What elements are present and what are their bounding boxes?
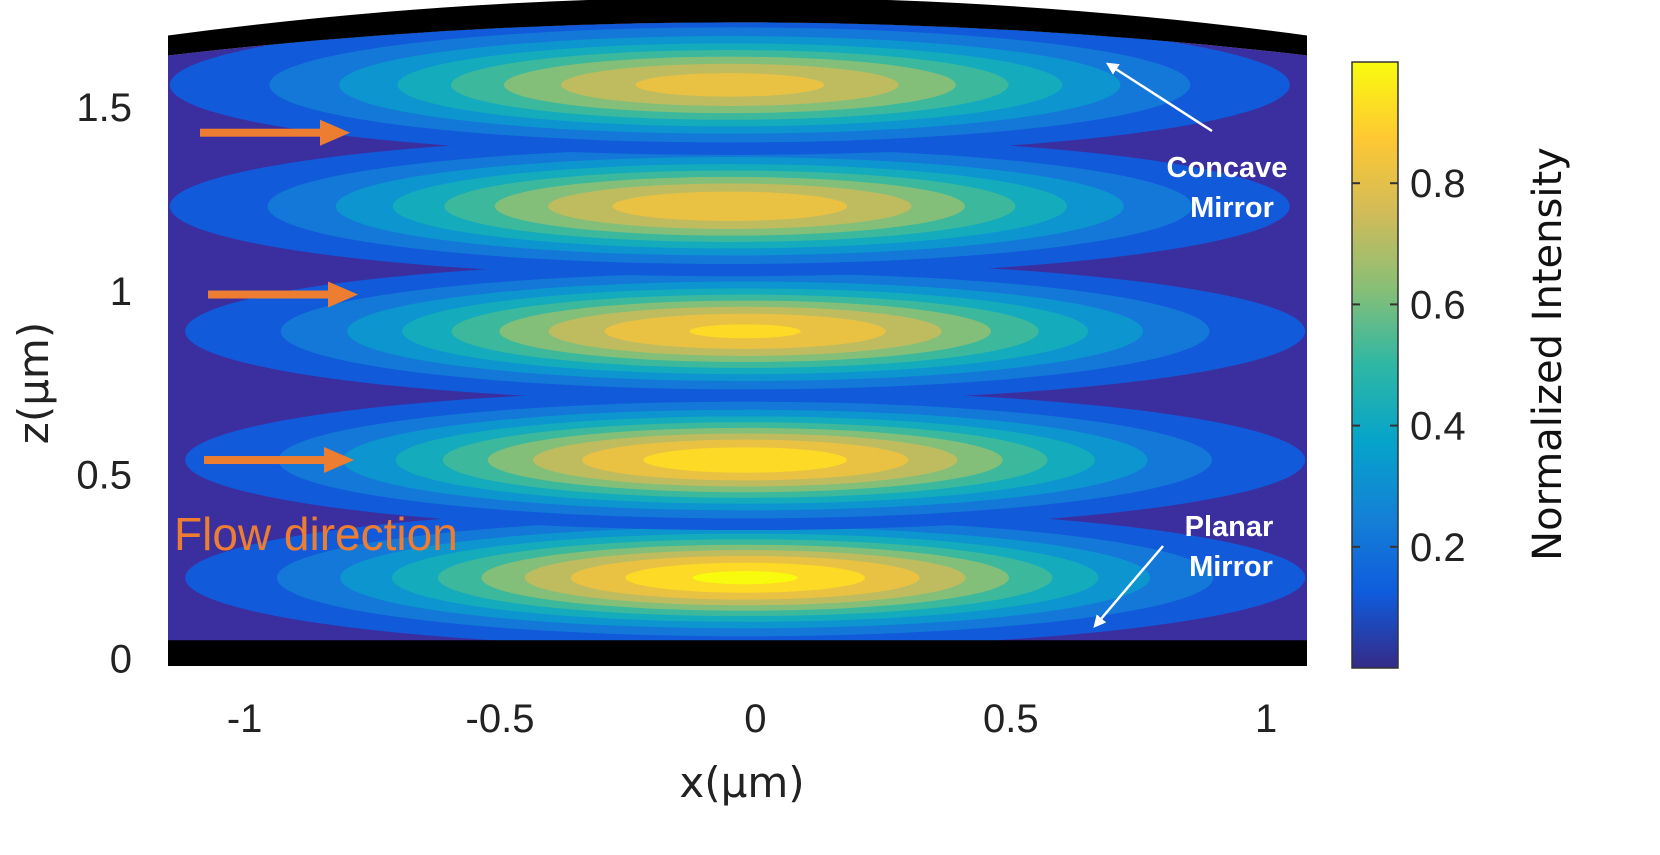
intensity-lobe (185, 507, 1306, 643)
colorbar-gradient (1351, 61, 1399, 669)
flow-arrow-head (328, 281, 358, 308)
intensity-contour (689, 324, 801, 339)
colorbar-label: Normalized Intensity (1525, 147, 1571, 561)
intensity-contour (643, 447, 847, 473)
planar-mirror-label-line1: Planar (1185, 511, 1274, 543)
x-axis-label: x(μm) (679, 758, 804, 807)
flow-arrow-head (320, 119, 350, 146)
intensity-lobe (185, 261, 1306, 402)
intensity-contour (692, 571, 798, 585)
heatmap (168, 0, 1307, 666)
y-tick-labels: 0 0.5 1 1.5 (76, 86, 132, 682)
planar-mirror-annotation: Planar Mirror (1093, 511, 1274, 628)
planar-mirror-label-line2: Mirror (1189, 551, 1273, 583)
intensity-lobes (169, 22, 1306, 643)
flow-arrow-shaft (204, 456, 324, 465)
flow-arrow (204, 447, 354, 474)
concave-mirror-label-line2: Mirror (1190, 192, 1274, 224)
intensity-lobe (169, 136, 1290, 277)
flow-arrow-shaft (200, 128, 320, 137)
colorbar-tick-label: 0.2 (1410, 526, 1466, 570)
x-tick-label: -0.5 (466, 697, 535, 741)
flow-arrow (208, 281, 358, 308)
colorbar-ticks: 0.2 0.4 0.6 0.8 (1352, 162, 1466, 570)
flow-arrows (200, 119, 358, 474)
intensity-lobe (169, 22, 1290, 155)
flow-arrow-shaft (208, 290, 328, 299)
x-tick-labels: -1 -0.5 0 0.5 1 (227, 697, 1277, 741)
concave-mirror-pointer-arrow (1105, 62, 1213, 133)
concave-mirror (168, 0, 1307, 56)
colorbar-tick-label: 0.4 (1410, 405, 1466, 449)
colorbar-tick-label: 0.8 (1410, 162, 1466, 206)
flow-arrow (200, 119, 350, 146)
y-tick-label: 0.5 (76, 454, 132, 498)
x-tick-label: -1 (227, 697, 263, 741)
colorbar-tick-label: 0.6 (1410, 283, 1466, 327)
y-axis-label: z(μm) (9, 322, 58, 444)
x-tick-label: 0.5 (983, 697, 1039, 741)
y-tick-label: 0 (110, 638, 132, 682)
flow-arrow-head (324, 447, 354, 474)
planar-mirror (168, 640, 1307, 666)
x-tick-label: 1 (1255, 697, 1277, 741)
concave-mirror-label-line1: Concave (1167, 152, 1288, 184)
colorbar: 0.2 0.4 0.6 0.8 Normalized Intensity (1351, 61, 1571, 669)
y-tick-label: 1.5 (76, 86, 132, 130)
intensity-contour (612, 191, 848, 221)
flow-direction-label: Flow direction (174, 508, 458, 560)
x-tick-label: 0 (744, 697, 766, 741)
intensity-contour (635, 73, 825, 97)
concave-mirror-annotation: Concave Mirror (1105, 62, 1288, 224)
y-tick-label: 1 (110, 270, 132, 314)
planar-mirror-pointer-arrow (1093, 545, 1164, 628)
intensity-lobe (185, 390, 1306, 531)
